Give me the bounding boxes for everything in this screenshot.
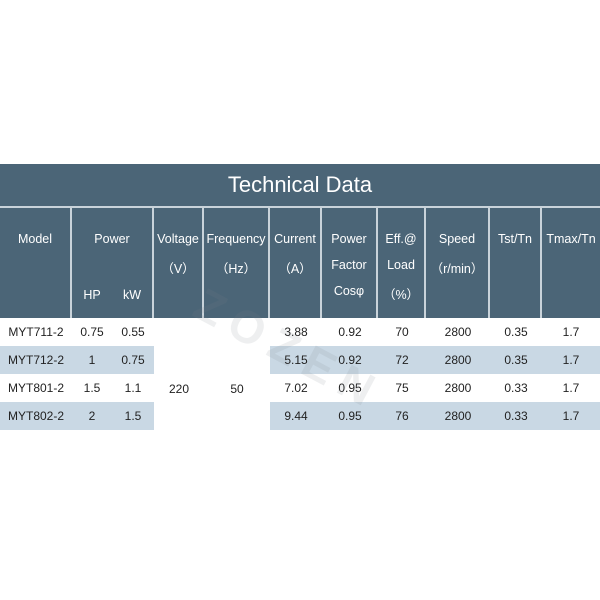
header-model-label: Model bbox=[17, 232, 53, 246]
cell-efficiency: 72 bbox=[395, 353, 409, 367]
cell-kw: 0.55 bbox=[121, 325, 145, 339]
table-row: MYT801-2 1.5 1.1 7.02 0.95 75 2800 0.33 … bbox=[0, 374, 600, 402]
header-model: Model bbox=[0, 208, 72, 318]
header-power-label: Power bbox=[94, 232, 130, 246]
table-title: Technical Data bbox=[0, 164, 600, 208]
header-current-unit: （A） bbox=[278, 262, 312, 276]
row-band-left bbox=[0, 402, 154, 430]
cell-hp: 1 bbox=[88, 353, 96, 367]
cell-tst: 0.33 bbox=[504, 409, 528, 423]
table-row: MYT712-2 1 0.75 5.15 0.92 72 2800 0.35 1… bbox=[0, 346, 600, 374]
table-row: MYT802-2 2 1.5 9.44 0.95 76 2800 0.33 1.… bbox=[0, 402, 600, 430]
header-power-hp: HP bbox=[83, 288, 101, 302]
row-band-right bbox=[270, 346, 600, 374]
cell-speed: 2800 bbox=[444, 353, 472, 367]
cell-speed: 2800 bbox=[444, 409, 472, 423]
cell-frequency-merged: 50 bbox=[230, 382, 244, 396]
cell-voltage-merged: 220 bbox=[168, 382, 190, 396]
cell-power-factor: 0.95 bbox=[338, 409, 362, 423]
header-voltage: Voltage （V） bbox=[154, 208, 204, 318]
cell-tst: 0.35 bbox=[504, 353, 528, 367]
cell-speed: 2800 bbox=[444, 381, 472, 395]
header-power-factor: Power Factor Cosφ bbox=[322, 208, 378, 318]
cell-model: MYT801-2 bbox=[7, 381, 65, 395]
cell-speed: 2800 bbox=[444, 325, 472, 339]
cell-tmax: 1.7 bbox=[562, 409, 580, 423]
cell-efficiency: 75 bbox=[395, 381, 409, 395]
row-band-left bbox=[0, 346, 154, 374]
cell-hp: 1.5 bbox=[83, 381, 101, 395]
cell-power-factor: 0.95 bbox=[338, 381, 362, 395]
cell-kw: 1.5 bbox=[124, 409, 142, 423]
cell-model: MYT712-2 bbox=[7, 353, 65, 367]
header-current-label: Current bbox=[274, 232, 316, 246]
header-power-factor-line1: Power bbox=[331, 232, 367, 246]
cell-power-factor: 0.92 bbox=[338, 353, 362, 367]
cell-current: 7.02 bbox=[284, 381, 308, 395]
header-power: Power HP kW bbox=[72, 208, 154, 318]
header-tmax-label: Tmax/Tn bbox=[546, 232, 596, 246]
cell-efficiency: 76 bbox=[395, 409, 409, 423]
cell-tmax: 1.7 bbox=[562, 381, 580, 395]
header-frequency: Frequency （Hz） bbox=[204, 208, 270, 318]
cell-tst: 0.33 bbox=[504, 381, 528, 395]
cell-tmax: 1.7 bbox=[562, 325, 580, 339]
cell-current: 9.44 bbox=[284, 409, 308, 423]
header-power-factor-line2: Factor bbox=[331, 258, 367, 272]
cell-model: MYT711-2 bbox=[8, 325, 64, 339]
header-tst: Tst/Tn bbox=[490, 208, 542, 318]
cell-tst: 0.35 bbox=[504, 325, 528, 339]
row-band-right bbox=[270, 402, 600, 430]
technical-data-table: Technical Data Model Power HP kW Voltage… bbox=[0, 164, 600, 434]
cell-power-factor: 0.92 bbox=[338, 325, 362, 339]
cell-kw: 1.1 bbox=[124, 381, 142, 395]
header-tmax: Tmax/Tn bbox=[542, 208, 600, 318]
cell-current: 5.15 bbox=[284, 353, 308, 367]
header-tst-label: Tst/Tn bbox=[497, 232, 533, 246]
header-power-factor-line3: Cosφ bbox=[333, 284, 365, 298]
cell-current: 3.88 bbox=[284, 325, 308, 339]
header-speed: Speed （r/min） bbox=[426, 208, 490, 318]
header-voltage-unit: （V） bbox=[161, 262, 195, 276]
header-voltage-label: Voltage bbox=[157, 232, 199, 246]
header-frequency-unit: （Hz） bbox=[215, 262, 257, 276]
cell-kw: 0.75 bbox=[121, 353, 145, 367]
header-speed-label: Speed bbox=[438, 232, 476, 246]
cell-model: MYT802-2 bbox=[7, 409, 65, 423]
table-row: MYT711-2 0.75 0.55 3.88 0.92 70 2800 0.3… bbox=[0, 318, 600, 346]
header-power-kw: kW bbox=[122, 288, 142, 302]
cell-hp: 0.75 bbox=[80, 325, 104, 339]
cell-efficiency: 70 bbox=[395, 325, 409, 339]
header-efficiency-line2: Load bbox=[387, 258, 415, 272]
header-efficiency-line3: （%） bbox=[382, 288, 420, 302]
header-efficiency: Eff.@ Load （%） bbox=[378, 208, 426, 318]
header-frequency-label: Frequency bbox=[206, 232, 266, 246]
header-current: Current （A） bbox=[270, 208, 322, 318]
header-efficiency-line1: Eff.@ bbox=[385, 232, 417, 246]
header-speed-unit: （r/min） bbox=[430, 262, 484, 276]
cell-tmax: 1.7 bbox=[562, 353, 580, 367]
cell-hp: 2 bbox=[88, 409, 96, 423]
